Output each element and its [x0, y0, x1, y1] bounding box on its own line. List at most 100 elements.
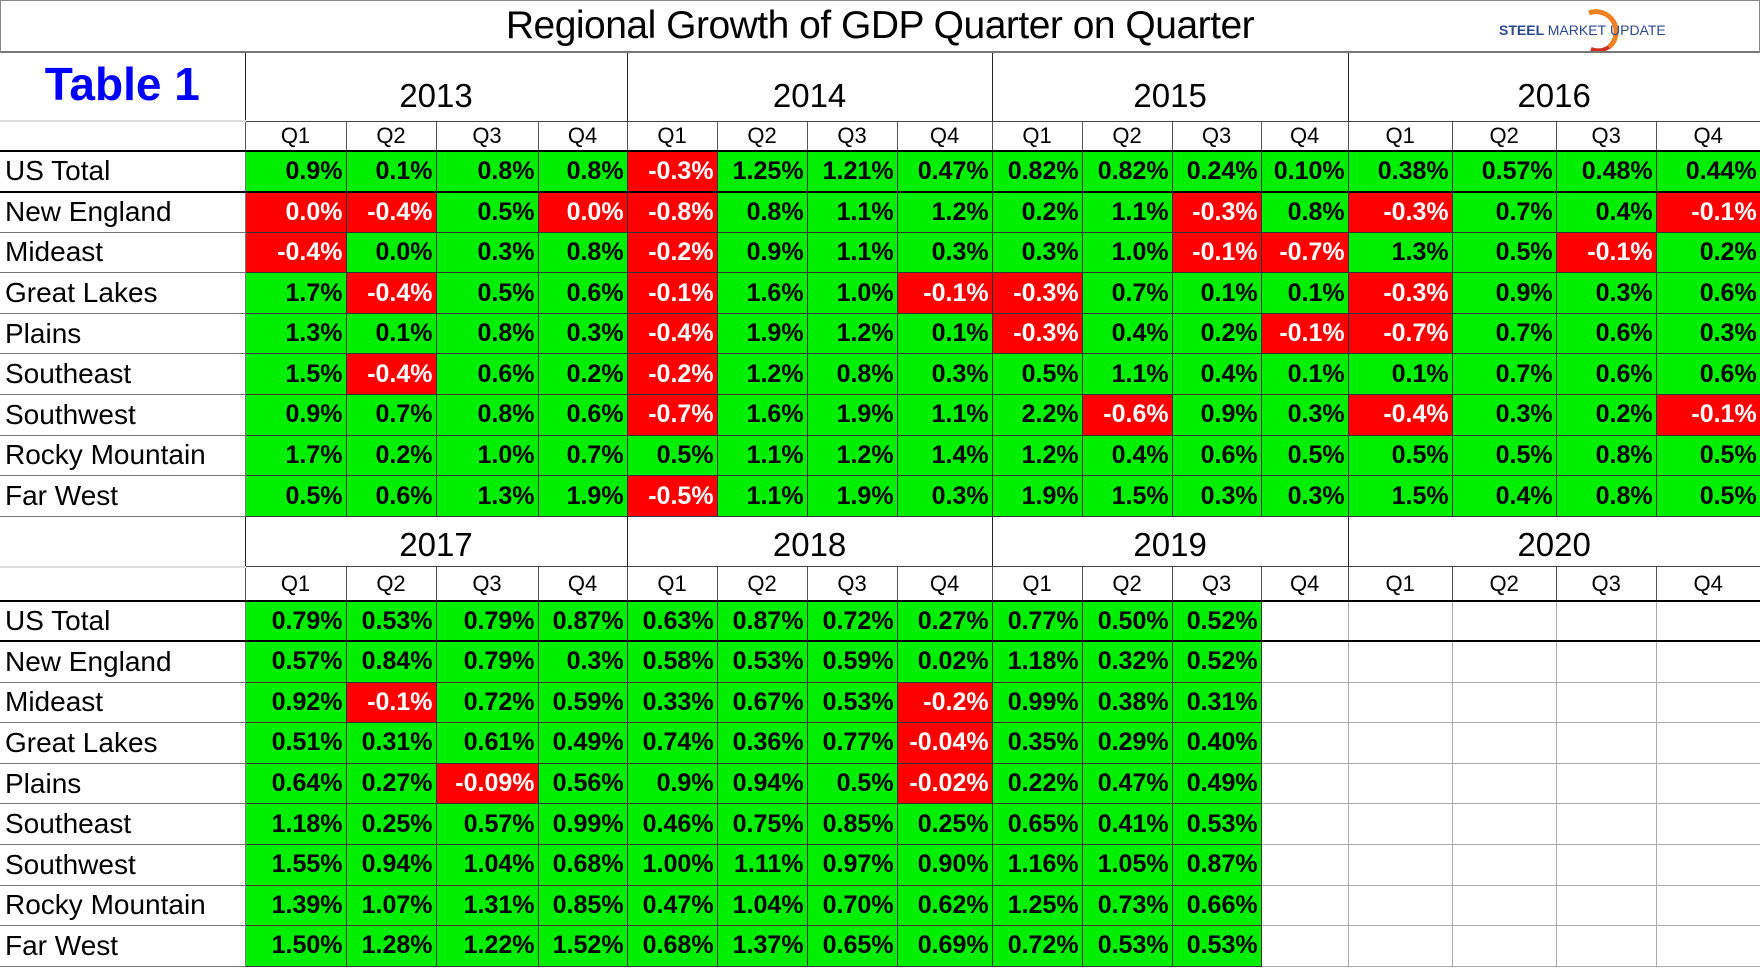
growth-value-cell: 0.8%: [1555, 475, 1657, 517]
growth-value-cell: 1.2%: [991, 434, 1083, 477]
growth-value-cell: 1.1%: [806, 231, 898, 274]
empty-cell: [1260, 803, 1349, 845]
region-label: New England: [0, 640, 246, 683]
growth-value-cell: -0.02%: [896, 762, 993, 805]
empty-cell: [1555, 803, 1657, 845]
quarter-header: Q3: [1555, 120, 1657, 152]
quarter-header: Q4: [1260, 120, 1349, 152]
growth-value-cell: 0.75%: [716, 803, 808, 845]
empty-cell: [1451, 803, 1557, 845]
growth-value-cell: 0.9%: [716, 231, 808, 274]
region-label: Southeast: [0, 803, 246, 845]
growth-value-cell: 1.07%: [345, 884, 437, 927]
growth-value-cell: -0.4%: [345, 353, 437, 396]
growth-value-cell: 0.33%: [626, 681, 718, 724]
growth-value-cell: 0.82%: [991, 150, 1083, 193]
growth-value-cell: 1.9%: [716, 312, 808, 355]
growth-value-cell: 0.32%: [1081, 640, 1173, 683]
year-header: 2013: [244, 53, 628, 122]
growth-value-cell: 0.6%: [1655, 272, 1760, 314]
region-label: New England: [0, 191, 246, 233]
growth-value-cell: 0.2%: [991, 191, 1083, 233]
growth-value-cell: 0.1%: [896, 312, 993, 355]
growth-value-cell: -0.3%: [1347, 272, 1453, 314]
empty-cell: [1260, 843, 1349, 886]
growth-value-cell: 0.8%: [537, 150, 628, 193]
growth-value-cell: 0.66%: [1171, 884, 1262, 927]
growth-value-cell: 1.04%: [435, 843, 539, 886]
empty-cell: [1655, 925, 1760, 967]
growth-value-cell: 0.90%: [896, 843, 993, 886]
growth-value-cell: 0.72%: [435, 681, 539, 724]
quarter-header: Q4: [537, 120, 628, 152]
growth-value-cell: 0.22%: [991, 762, 1083, 805]
growth-value-cell: 1.2%: [896, 191, 993, 233]
growth-value-cell: 1.7%: [244, 272, 347, 314]
table-row: Great Lakes 1.7% -0.4% 0.5% 0.6% -0.1% 1.6% 1.0…: [0, 272, 1760, 314]
growth-value-cell: 1.9%: [537, 475, 628, 517]
growth-value-cell: 0.8%: [716, 191, 808, 233]
growth-value-cell: -0.1%: [1555, 231, 1657, 274]
growth-value-cell: 0.2%: [1655, 231, 1760, 274]
growth-value-cell: 0.53%: [806, 681, 898, 724]
region-label: Southwest: [0, 394, 246, 436]
growth-value-cell: 0.5%: [626, 434, 718, 477]
growth-value-cell: 0.47%: [626, 884, 718, 927]
empty-cell: [1260, 722, 1349, 764]
empty-cell: [1655, 762, 1760, 805]
empty-cell: [1451, 762, 1557, 805]
growth-value-cell: 0.53%: [716, 640, 808, 683]
growth-value-cell: 0.25%: [345, 803, 437, 845]
empty-cell: [1347, 640, 1453, 683]
growth-value-cell: 0.52%: [1171, 640, 1262, 683]
growth-value-cell: -0.4%: [626, 312, 718, 355]
growth-value-cell: 1.2%: [716, 353, 808, 396]
table-row: Plains 0.64% 0.27% -0.09% 0.56% 0.9% 0.94% 0.5%…: [0, 762, 1760, 805]
growth-value-cell: 1.31%: [435, 884, 539, 927]
growth-value-cell: 0.53%: [345, 600, 437, 643]
region-label: Far West: [0, 475, 246, 517]
steel-market-update-logo: STEEL MARKET UPDATE: [1499, 9, 1729, 51]
growth-value-cell: 0.5%: [1451, 231, 1557, 274]
growth-value-cell: 0.44%: [1655, 150, 1760, 193]
growth-value-cell: 1.5%: [1081, 475, 1173, 517]
growth-value-cell: 0.3%: [896, 353, 993, 396]
growth-value-cell: 0.24%: [1171, 150, 1262, 193]
growth-value-cell: 0.5%: [435, 191, 539, 233]
growth-value-cell: 0.67%: [716, 681, 808, 724]
growth-value-cell: 0.84%: [345, 640, 437, 683]
year-header: 2016: [1347, 53, 1760, 122]
growth-value-cell: 1.18%: [244, 803, 347, 845]
quarter-header: Q3: [1171, 566, 1262, 602]
logo-text-update: UPDATE: [1610, 22, 1666, 38]
table-row: New England 0.57% 0.84% 0.79% 0.3% 0.58% 0.53%…: [0, 640, 1760, 683]
region-label: Southwest: [0, 843, 246, 886]
growth-value-cell: 0.92%: [244, 681, 347, 724]
growth-value-cell: 0.52%: [1171, 600, 1262, 643]
empty-cell: [1451, 600, 1557, 643]
empty-cell: [1555, 600, 1657, 643]
growth-value-cell: -0.1%: [345, 681, 437, 724]
region-label: Plains: [0, 312, 246, 355]
growth-value-cell: 0.2%: [345, 434, 437, 477]
growth-value-cell: 1.55%: [244, 843, 347, 886]
growth-value-cell: 0.6%: [537, 394, 628, 436]
empty-cell: [1655, 843, 1760, 886]
growth-value-cell: 0.97%: [806, 843, 898, 886]
growth-value-cell: 0.7%: [1451, 191, 1557, 233]
quarter-header: Q2: [345, 120, 437, 152]
growth-value-cell: 0.6%: [345, 475, 437, 517]
empty-cell: [1347, 925, 1453, 967]
table-row: Plains 1.3% 0.1% 0.8% 0.3% -0.4% 1.9% 1.2% 0.1% -…: [0, 312, 1760, 355]
growth-value-cell: 0.6%: [435, 353, 539, 396]
growth-value-cell: 0.3%: [1655, 312, 1760, 355]
quarter-header: Q3: [806, 120, 898, 152]
growth-value-cell: 0.79%: [435, 600, 539, 643]
growth-value-cell: 0.3%: [435, 231, 539, 274]
empty-header-cell: [0, 566, 246, 602]
growth-value-cell: 1.6%: [716, 272, 808, 314]
growth-value-cell: 0.5%: [244, 475, 347, 517]
growth-value-cell: 0.10%: [1260, 150, 1349, 193]
growth-value-cell: 0.41%: [1081, 803, 1173, 845]
